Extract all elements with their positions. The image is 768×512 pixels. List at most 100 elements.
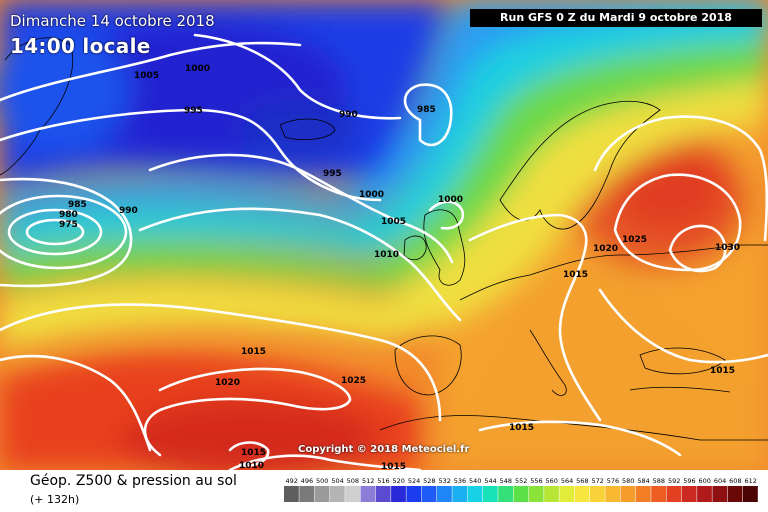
geopotential-field — [0, 0, 768, 470]
isobar-label: 985 — [417, 105, 436, 115]
scale-swatch — [482, 486, 498, 502]
scale-swatch — [375, 486, 391, 502]
scale-tick-label: 600 — [699, 477, 711, 485]
scale-swatch — [712, 486, 728, 502]
scale-swatch — [360, 486, 376, 502]
coastlines — [0, 37, 768, 441]
forecast-lead-time: (+ 132h) — [30, 493, 80, 506]
scale-swatch — [590, 486, 605, 502]
isobar-label: 1020 — [593, 244, 618, 254]
scale-swatch — [513, 486, 529, 502]
isobar-label: 1025 — [341, 376, 366, 386]
isobar-label: 1000 — [359, 190, 384, 200]
isobar-label: 995 — [323, 169, 342, 179]
weather-map: 1005 1000 995 990 985 995 1000 1000 1005… — [0, 0, 768, 470]
isobar-label: 1025 — [622, 235, 647, 245]
isobar-label: 1015 — [241, 347, 266, 357]
scale-swatch — [727, 486, 743, 502]
scale-tick-label: 604 — [714, 477, 726, 485]
isobar-label: 1010 — [239, 461, 264, 470]
scale-tick-label: 560 — [546, 477, 558, 485]
scale-swatch — [666, 486, 682, 502]
scale-swatch — [437, 486, 452, 502]
isobar-label: 1030 — [715, 243, 740, 253]
scale-tick-label: 528 — [423, 477, 435, 485]
isobar-label: 1015 — [509, 423, 534, 433]
scale-tick-label: 584 — [637, 477, 649, 485]
scale-swatch — [299, 486, 315, 502]
scale-tick-label: 588 — [653, 477, 665, 485]
scale-tick-label: 540 — [469, 477, 481, 485]
scale-tick-label: 544 — [484, 477, 496, 485]
isobar-label: 1015 — [241, 448, 266, 458]
scale-tick-label: 504 — [331, 477, 343, 485]
isobar-label: 990 — [339, 110, 358, 120]
color-scale: 492 496 500 504 508 512 516 520 524 528 532 536 540 5… — [284, 477, 758, 502]
scale-tick-label: 596 — [683, 477, 695, 485]
isobar-label: 1020 — [215, 378, 240, 388]
scale-swatch — [681, 486, 697, 502]
scale-tick-label: 608 — [729, 477, 741, 485]
scale-tick-label: 568 — [576, 477, 588, 485]
scale-swatch — [391, 486, 406, 502]
model-run-banner: Run GFS 0 Z du Mardi 9 octobre 2018 — [470, 9, 762, 27]
scale-swatch — [284, 486, 299, 502]
scale-swatch — [406, 486, 422, 502]
scale-tick-label: 556 — [530, 477, 542, 485]
isobar-label: 995 — [184, 106, 203, 116]
scale-tick-label: 516 — [377, 477, 389, 485]
isobar-label: 1000 — [438, 195, 463, 205]
scale-tick-label: 612 — [744, 477, 756, 485]
scale-tick-label: 508 — [347, 477, 359, 485]
scale-tick-label: 572 — [591, 477, 603, 485]
scale-tick-label: 512 — [362, 477, 374, 485]
copyright-notice: Copyright © 2018 Meteociel.fr — [298, 444, 470, 455]
scale-swatch — [329, 486, 345, 502]
scale-swatch — [697, 486, 712, 502]
isobar-label: 985 — [68, 200, 87, 210]
isobar-label: 1015 — [563, 270, 588, 280]
scale-tick-label: 492 — [285, 477, 297, 485]
scale-swatch — [635, 486, 651, 502]
scale-tick-label: 564 — [561, 477, 573, 485]
scale-swatch — [467, 486, 483, 502]
scale-swatch — [528, 486, 544, 502]
scale-swatch — [345, 486, 360, 502]
scale-swatch — [651, 486, 666, 502]
scale-swatch — [559, 486, 575, 502]
scale-swatch — [421, 486, 437, 502]
scale-tick-label: 520 — [393, 477, 405, 485]
isobar-label: 980 — [59, 210, 78, 220]
scale-swatch — [314, 486, 330, 502]
isobar-label: 975 — [59, 220, 78, 230]
forecast-date: Dimanche 14 octobre 2018 — [10, 12, 215, 30]
isobar-label: 1000 — [185, 64, 210, 74]
isobar-label: 990 — [119, 206, 138, 216]
scale-swatch — [498, 486, 513, 502]
forecast-time: 14:00 locale — [10, 34, 151, 58]
isobar-label: 1005 — [134, 71, 159, 81]
scale-tick-label: 580 — [622, 477, 634, 485]
scale-swatch — [574, 486, 590, 502]
scale-tick-label: 496 — [301, 477, 313, 485]
chart-title: Géop. Z500 & pression au sol — [30, 473, 237, 489]
scale-tick-label: 592 — [668, 477, 680, 485]
scale-swatch — [743, 486, 758, 502]
legend-footer: Géop. Z500 & pression au sol (+ 132h) 49… — [0, 470, 768, 512]
isobars — [0, 33, 768, 470]
scale-tick-label: 532 — [438, 477, 450, 485]
isobar-labels: 1005 1000 995 990 985 995 1000 1000 1005… — [59, 64, 740, 470]
scale-tick-label: 500 — [316, 477, 328, 485]
isobar-label: 1015 — [710, 366, 735, 376]
scale-tick-label: 576 — [607, 477, 619, 485]
scale-swatch — [452, 486, 468, 502]
isobar-label: 1005 — [381, 217, 406, 227]
isobar-label: 1015 — [381, 462, 406, 470]
scale-tick-label: 552 — [515, 477, 527, 485]
scale-tick-label: 548 — [500, 477, 512, 485]
scale-swatch — [544, 486, 559, 502]
scale-tick-label: 536 — [454, 477, 466, 485]
scale-swatch — [605, 486, 621, 502]
scale-tick-label: 524 — [408, 477, 420, 485]
